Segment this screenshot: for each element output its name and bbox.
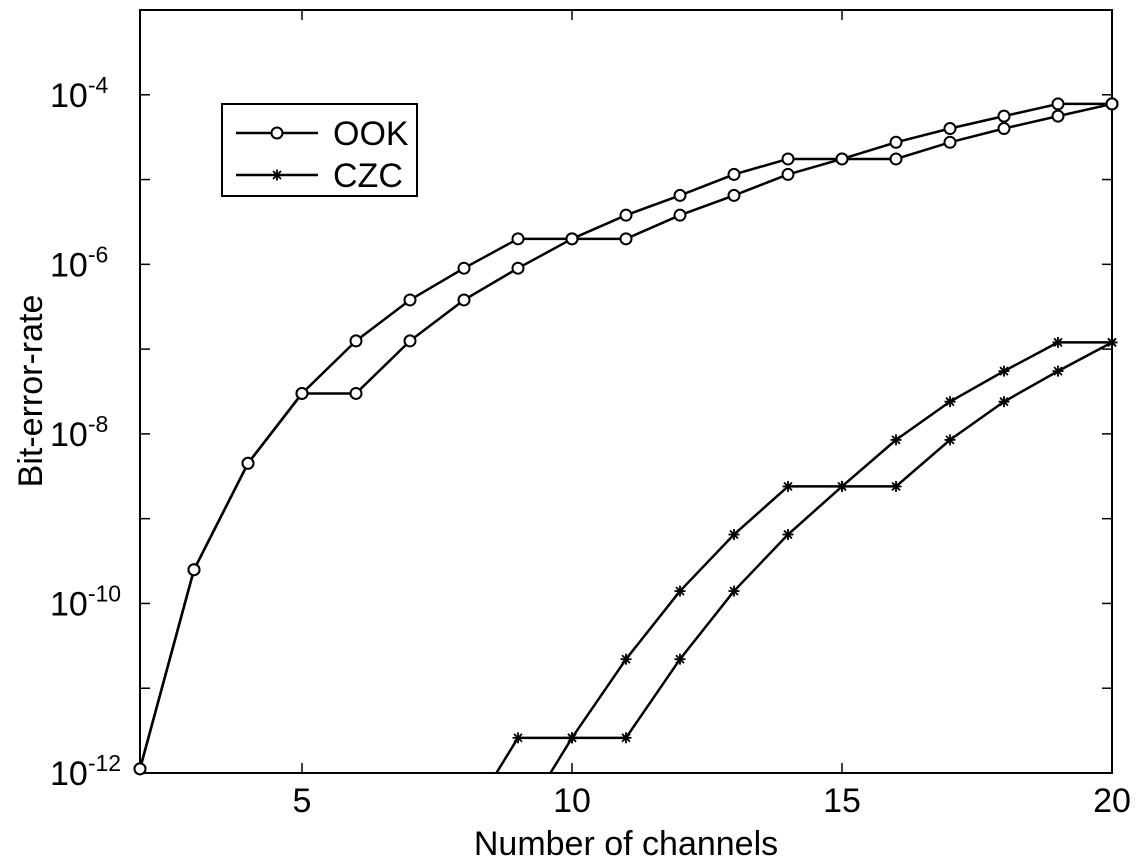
data-point-czc <box>998 396 1010 408</box>
data-point-czc <box>998 365 1010 377</box>
legend-box <box>221 103 418 197</box>
data-point-czc <box>728 585 740 597</box>
legend: OOK CZC <box>221 103 418 197</box>
data-point-ook <box>619 208 633 222</box>
data-point-czc <box>944 434 956 446</box>
legend-marker-ook <box>270 126 284 140</box>
x-axis-label: Number of channels <box>474 825 778 863</box>
data-point-ook <box>1051 109 1065 123</box>
data-point-ook <box>403 293 417 307</box>
data-point-ook <box>943 122 957 136</box>
data-point-ook <box>349 334 363 348</box>
y-tick-exponent: -12 <box>88 750 121 776</box>
x-tick-labels: 5 10 15 20 <box>293 782 1131 820</box>
data-point-ook <box>349 386 363 400</box>
y-tick-base: 10 <box>50 416 88 454</box>
data-point-ook <box>457 293 471 307</box>
data-point-ook <box>403 334 417 348</box>
data-point-czc <box>728 529 740 541</box>
data-point-ook <box>511 261 525 275</box>
x-tick-label: 20 <box>1093 782 1131 820</box>
series-line-czc <box>549 341 1113 774</box>
data-point-czc <box>782 529 794 541</box>
y-tick-label: 10-12 <box>50 750 121 793</box>
data-point-ook <box>997 109 1011 123</box>
y-tick-label: 10-8 <box>50 411 108 454</box>
data-point-ook <box>187 563 201 577</box>
data-point-ook <box>1051 97 1065 111</box>
data-point-czc <box>620 653 632 665</box>
data-point-ook <box>457 261 471 275</box>
data-point-ook <box>295 386 309 400</box>
data-point-czc <box>890 480 902 492</box>
y-tick-exponent: -8 <box>88 411 108 437</box>
y-tick-base: 10 <box>50 585 88 623</box>
data-point-czc <box>782 480 794 492</box>
series-group <box>133 97 1119 776</box>
data-point-ook <box>943 135 957 149</box>
data-point-czc <box>1106 336 1118 348</box>
legend-label-ook: OOK <box>333 115 409 153</box>
data-point-ook <box>889 135 903 149</box>
data-point-czc <box>890 434 902 446</box>
y-tick-label: 10-10 <box>50 580 121 623</box>
data-point-czc <box>674 585 686 597</box>
y-tick-base: 10 <box>50 755 88 793</box>
data-point-czc <box>1052 336 1064 348</box>
data-point-ook <box>781 167 795 181</box>
data-point-czc <box>836 480 848 492</box>
y-tick-exponent: -10 <box>88 580 121 606</box>
data-point-czc <box>674 653 686 665</box>
data-point-ook <box>241 456 255 470</box>
data-point-ook <box>997 122 1011 136</box>
data-point-ook <box>1105 97 1119 111</box>
data-point-ook <box>565 232 579 246</box>
data-point-czc <box>1052 365 1064 377</box>
y-tick-exponent: -4 <box>88 72 109 98</box>
y-tick-label: 10-4 <box>50 72 108 115</box>
legend-star-glyph <box>271 169 283 181</box>
data-point-ook <box>133 762 147 776</box>
data-point-ook <box>511 232 525 246</box>
data-point-ook <box>727 188 741 202</box>
data-point-ook <box>835 152 849 166</box>
data-point-czc <box>512 732 524 744</box>
data-point-ook <box>673 188 687 202</box>
data-point-ook <box>673 208 687 222</box>
y-tick-exponent: -6 <box>88 241 108 267</box>
data-point-czc <box>944 396 956 408</box>
y-tick-base: 10 <box>50 246 88 284</box>
data-point-czc <box>566 732 578 744</box>
x-tick-label: 15 <box>823 782 861 820</box>
y-axis-label: Bit-error-rate <box>12 295 50 488</box>
data-point-ook <box>619 232 633 246</box>
legend-marker-czc <box>271 169 283 181</box>
data-point-ook <box>889 152 903 166</box>
legend-label-czc: CZC <box>333 157 403 195</box>
x-tick-label: 5 <box>293 782 312 820</box>
y-tick-base: 10 <box>50 77 88 115</box>
y-tick-label: 10-6 <box>50 241 108 284</box>
data-point-czc <box>620 732 632 744</box>
x-tick-label: 10 <box>553 782 591 820</box>
data-point-ook <box>727 167 741 181</box>
data-point-ook <box>781 152 795 166</box>
